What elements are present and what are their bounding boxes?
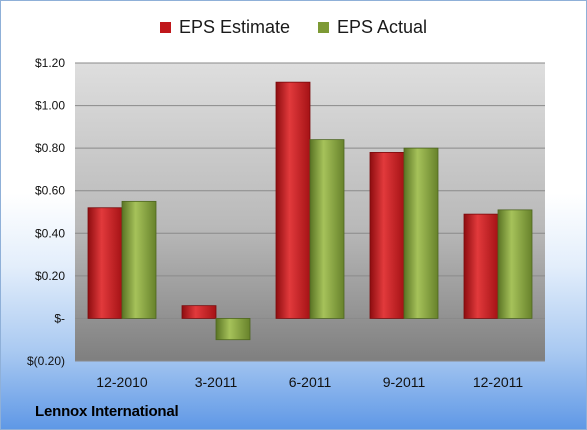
- company-name: Lennox International: [35, 403, 179, 420]
- bar-eps-actual: [497, 209, 533, 319]
- chart-plot: $1.20$1.00$0.80$0.60$0.40$0.20$-$(0.20) …: [27, 56, 545, 390]
- bar-eps-actual: [215, 318, 251, 341]
- bar-eps-estimate: [275, 81, 311, 319]
- x-tick-label: 6-2011: [289, 374, 332, 390]
- legend-swatch-actual: [317, 22, 329, 33]
- bar-eps-actual: [309, 139, 345, 319]
- y-tick-label: $(0.20): [27, 354, 65, 368]
- bar-eps-estimate: [87, 207, 123, 319]
- y-tick-label: $0.60: [35, 184, 65, 198]
- y-tick-label: $0.40: [35, 226, 65, 240]
- legend: EPS Estimate EPS Actual: [1, 17, 586, 38]
- legend-swatch-estimate: [159, 22, 171, 33]
- bar-eps-actual: [403, 147, 439, 319]
- x-axis-ticks: 12-2010 3-2011 6-2011 9-2011 12-2011: [96, 374, 523, 390]
- bar-eps-estimate: [369, 151, 405, 319]
- bars: [87, 81, 533, 341]
- y-axis-ticks: $1.20 $1.00 $0.80 $0.60 $0.40 $0.20 $- $(0.20): [27, 56, 65, 368]
- legend-label-estimate: EPS Estimate: [178, 17, 290, 37]
- x-tick-label: 9-2011: [383, 374, 426, 390]
- y-tick-label: $0.80: [35, 141, 65, 155]
- x-tick-label: 3-2011: [195, 374, 238, 390]
- bar-eps-estimate: [463, 213, 499, 319]
- legend-item-actual: EPS Actual: [317, 17, 428, 38]
- bar-eps-actual: [121, 200, 157, 319]
- legend-item-estimate: EPS Estimate: [159, 17, 290, 38]
- x-tick-label: 12-2011: [473, 374, 524, 390]
- x-tick-label: 12-2010: [96, 374, 148, 390]
- y-tick-label: $-: [54, 311, 65, 325]
- bar-eps-estimate: [181, 305, 217, 319]
- y-tick-label: $0.20: [35, 269, 65, 283]
- legend-label-actual: EPS Actual: [336, 17, 428, 37]
- y-tick-label: $1.20: [35, 56, 65, 70]
- y-tick-label: $1.00: [35, 99, 65, 113]
